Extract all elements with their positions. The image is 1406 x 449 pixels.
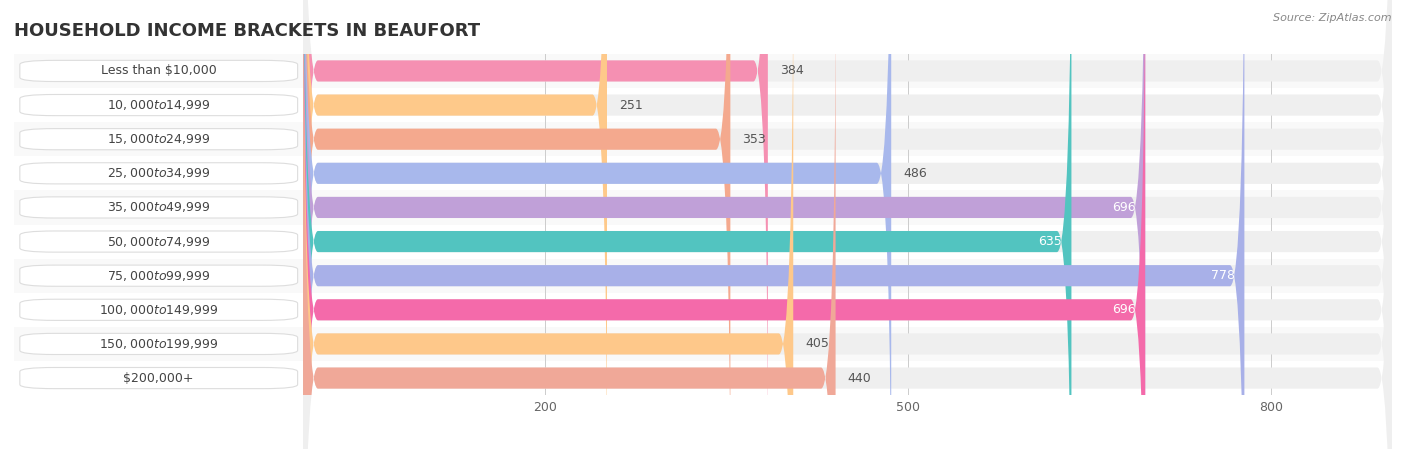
FancyBboxPatch shape [304,0,1392,449]
Text: $35,000 to $49,999: $35,000 to $49,999 [107,200,211,215]
FancyBboxPatch shape [20,231,298,252]
Text: $200,000+: $200,000+ [124,372,194,384]
Text: 353: 353 [742,133,766,145]
Text: 405: 405 [806,338,830,350]
FancyBboxPatch shape [304,0,1146,449]
Text: $50,000 to $74,999: $50,000 to $74,999 [107,234,211,249]
FancyBboxPatch shape [304,0,768,449]
Text: $10,000 to $14,999: $10,000 to $14,999 [107,98,211,112]
Bar [14,88,304,122]
Text: HOUSEHOLD INCOME BRACKETS IN BEAUFORT: HOUSEHOLD INCOME BRACKETS IN BEAUFORT [14,22,481,40]
FancyBboxPatch shape [304,0,730,449]
FancyBboxPatch shape [304,0,1071,449]
FancyBboxPatch shape [20,128,298,150]
FancyBboxPatch shape [304,0,1392,449]
FancyBboxPatch shape [20,94,298,116]
Text: $150,000 to $199,999: $150,000 to $199,999 [98,337,218,351]
Bar [14,156,304,190]
Bar [14,293,304,327]
FancyBboxPatch shape [304,0,1244,449]
Text: Less than $10,000: Less than $10,000 [101,65,217,77]
Text: 778: 778 [1211,269,1234,282]
FancyBboxPatch shape [20,367,298,389]
Bar [304,224,1392,259]
Bar [304,259,1392,293]
Text: $25,000 to $34,999: $25,000 to $34,999 [107,166,211,180]
Bar [304,54,1392,88]
FancyBboxPatch shape [304,0,1392,449]
Bar [304,293,1392,327]
FancyBboxPatch shape [304,0,1146,449]
Text: 384: 384 [780,65,804,77]
FancyBboxPatch shape [304,0,1392,449]
FancyBboxPatch shape [304,0,1392,449]
Bar [14,54,304,88]
FancyBboxPatch shape [20,197,298,218]
FancyBboxPatch shape [304,0,891,449]
FancyBboxPatch shape [20,299,298,321]
Bar [14,259,304,293]
Bar [304,122,1392,156]
Text: 486: 486 [903,167,927,180]
Text: $15,000 to $24,999: $15,000 to $24,999 [107,132,211,146]
Bar [304,156,1392,190]
Bar [14,327,304,361]
Text: 696: 696 [1112,201,1136,214]
FancyBboxPatch shape [20,265,298,286]
Text: Source: ZipAtlas.com: Source: ZipAtlas.com [1274,13,1392,23]
FancyBboxPatch shape [304,0,607,449]
FancyBboxPatch shape [304,0,1392,449]
FancyBboxPatch shape [304,0,1392,449]
Text: 635: 635 [1038,235,1062,248]
FancyBboxPatch shape [304,0,1392,449]
FancyBboxPatch shape [20,163,298,184]
Bar [14,224,304,259]
FancyBboxPatch shape [304,0,1392,449]
Bar [14,122,304,156]
Bar [14,361,304,395]
Bar [14,190,304,224]
Text: 440: 440 [848,372,872,384]
FancyBboxPatch shape [304,0,1392,449]
Bar [304,327,1392,361]
Text: $100,000 to $149,999: $100,000 to $149,999 [98,303,218,317]
Bar [304,361,1392,395]
FancyBboxPatch shape [304,0,835,449]
Bar [304,190,1392,224]
FancyBboxPatch shape [20,60,298,82]
Text: 696: 696 [1112,304,1136,316]
Bar [304,88,1392,122]
Text: 251: 251 [619,99,643,111]
FancyBboxPatch shape [304,0,793,449]
Text: $75,000 to $99,999: $75,000 to $99,999 [107,269,211,283]
FancyBboxPatch shape [20,333,298,355]
